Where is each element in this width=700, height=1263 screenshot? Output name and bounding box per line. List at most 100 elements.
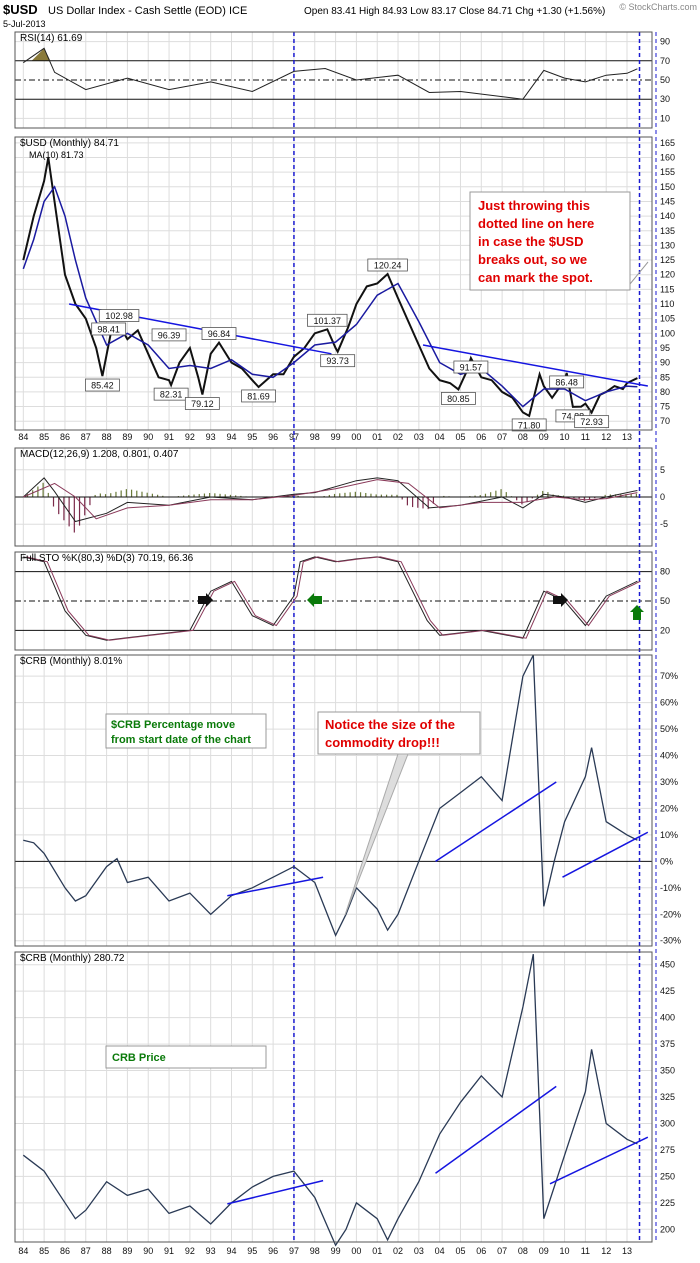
crb-box [105, 1045, 267, 1069]
usd-ma10-line [22, 185, 638, 408]
usd-title: $USD (Monthly) 84.71 [20, 138, 119, 149]
macd-histogram-bar [427, 497, 429, 510]
macd-histogram-bar [484, 493, 487, 497]
macd-histogram-bar [198, 494, 200, 497]
x-year-label: 12 [601, 432, 611, 442]
crb-y-tick-label: 375 [660, 1039, 675, 1049]
symbol-text: $USD [3, 2, 38, 17]
x-year-label: 08 [518, 1246, 528, 1256]
macd-histogram-bar [349, 492, 351, 497]
macd-histogram-bar [115, 491, 117, 497]
sto-black-arrow-right-2 [553, 593, 568, 607]
usd-value-label: 79.12 [191, 399, 214, 409]
series-layer [22, 47, 649, 1247]
macd-histogram-bar [52, 497, 55, 507]
macd-histogram-bar [604, 494, 606, 497]
x-year-label: 10 [560, 432, 570, 442]
macd-y-tick-label: -5 [660, 519, 668, 529]
x-year-label: 89 [122, 432, 132, 442]
usd-value-label: 72.93 [580, 417, 603, 427]
macd-histogram-bar [375, 494, 377, 497]
macd-line [22, 477, 638, 523]
usd-y-tick-label: 150 [660, 182, 675, 192]
usd-value-label: 120.24 [374, 261, 402, 271]
x-year-label: 85 [39, 432, 49, 442]
crbpct-y-tick-label: 0% [660, 856, 673, 866]
x-year-label: 02 [393, 1246, 403, 1256]
macd-histogram-bar [562, 495, 565, 497]
macd-histogram-bar [333, 493, 336, 497]
macd-histogram-bar [214, 493, 216, 497]
macd-histogram-bar [432, 497, 435, 504]
rsi-overbought-fill [31, 48, 51, 61]
usd-value-label: 86.48 [555, 377, 578, 387]
x-year-label: 88 [102, 432, 112, 442]
usd-y-tick-label: 85 [660, 372, 670, 382]
crbpct-title: $CRB (Monthly) 8.01% [20, 656, 122, 667]
crb-y-tick-label: 425 [660, 986, 675, 996]
macd-histogram-bar [73, 497, 75, 533]
x-year-label: 97 [289, 1246, 299, 1256]
macd-histogram-bar [495, 490, 497, 497]
x-year-label: 90 [143, 1246, 153, 1256]
commodity-note-pointer [344, 753, 409, 916]
crb-title: $CRB (Monthly) 280.72 [20, 953, 125, 964]
crb-box-text: CRB Price [112, 1052, 166, 1064]
usd-value-label-box [241, 389, 276, 403]
x-year-label: 87 [81, 1246, 91, 1256]
reference-line-layer [15, 32, 657, 1242]
x-year-label: 99 [331, 432, 341, 442]
date-text: 5-Jul-2013 [3, 19, 46, 29]
crb-y-tick-label: 450 [660, 960, 675, 970]
crbpct-y-tick-label: 40% [660, 751, 678, 761]
usd-value-label-box [151, 328, 187, 342]
macd-histogram-bar [58, 497, 60, 515]
usd-value-label: 102.98 [105, 311, 133, 321]
macd-histogram-bar [573, 497, 575, 499]
sto-title: Full STO %K(80,3) %D(3) 70.19, 66.36 [20, 553, 194, 564]
rsi-y-tick-label: 30 [660, 94, 670, 104]
macd-histogram-bar [406, 497, 409, 506]
x-year-label: 01 [372, 1246, 382, 1256]
frame-layer [14, 31, 653, 1243]
x-year-label: 11 [581, 432, 590, 442]
macd-histogram-bar [125, 489, 127, 497]
usd-value-label: 82.31 [160, 390, 183, 400]
sto-y-tick-label: 80 [660, 567, 670, 577]
macd-histogram-bar [162, 495, 164, 497]
sto-panel-frame [14, 551, 653, 651]
usd-note-line-3: in case the $USD [478, 234, 584, 249]
marker-layer: 102.98 98.41 96.39 96.84 85.42 82.31 79.12 81.6… [85, 258, 610, 432]
crbpct-y-tick-label: 50% [660, 724, 678, 734]
usd-y-tick-label: 130 [660, 240, 675, 250]
macd-histogram-bar [323, 495, 325, 497]
macd-histogram-bar [396, 494, 398, 497]
x-year-label: 96 [268, 1246, 278, 1256]
macd-histogram-bar [37, 486, 39, 497]
instrument-name: US Dollar Index - Cash Settle (EOD) ICE [48, 5, 247, 17]
macd-histogram-bar [370, 493, 372, 497]
rsi-line [23, 47, 638, 100]
usd-value-label-box [153, 387, 189, 401]
usd-note-line-5: can mark the spot. [478, 270, 593, 285]
macd-histogram-bar [78, 497, 81, 526]
rsi-y-tick-label: 70 [660, 56, 670, 66]
x-year-label: 85 [39, 1246, 49, 1256]
macd-histogram-bar [490, 492, 492, 497]
usd-y-tick-label: 135 [660, 226, 675, 236]
macd-histogram-bar [583, 497, 585, 501]
macd-histogram-bar [635, 493, 637, 497]
macd-histogram-bar [297, 495, 299, 497]
sto-green-arrow-left [307, 593, 322, 607]
macd-panel-frame [14, 447, 653, 547]
crbpct-panel-frame [14, 654, 653, 947]
usd-note-line-4: breaks out, so we [478, 252, 587, 267]
macd-y-tick-label: 5 [660, 465, 665, 475]
usd-y-tick-label: 95 [660, 343, 670, 353]
crbpct-y-tick-label: -10% [660, 883, 681, 893]
rsi-title: RSI(14) 61.69 [20, 33, 83, 44]
usd-y-tick-label: 120 [660, 270, 675, 280]
commodity-note-line-2: commodity drop!!! [325, 735, 440, 750]
macd-histogram-bar [625, 494, 627, 497]
commodity-note-line-1: Notice the size of the [325, 717, 455, 732]
